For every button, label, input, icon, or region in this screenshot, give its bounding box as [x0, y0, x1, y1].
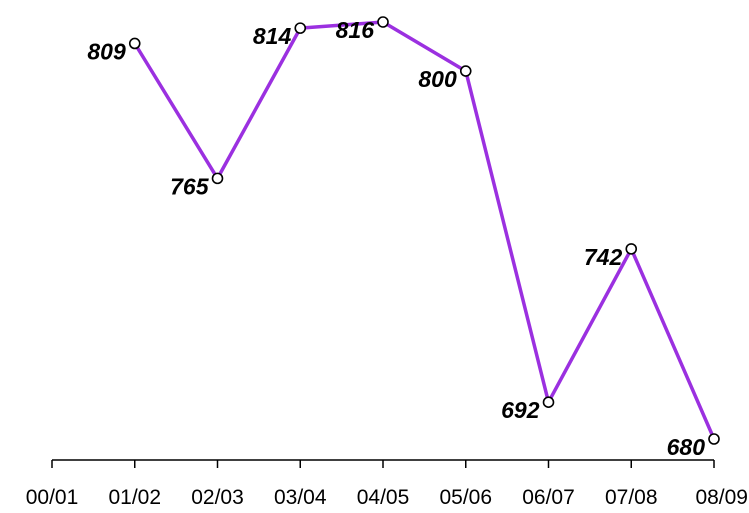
series-line: [133, 20, 716, 441]
data-point-marker: [459, 65, 472, 77]
x-axis-ticks: 00/01 01/02 02/03 03/04 04/05 05/06 06/07 07/08…: [26, 460, 748, 509]
data-point-marker: [211, 172, 224, 185]
x-tick-label: 06/07: [522, 486, 575, 509]
data-point-marker: [708, 433, 720, 445]
x-tick-label: 03/04: [274, 486, 327, 509]
data-label: 800: [418, 66, 457, 92]
data-label: 742: [584, 244, 623, 270]
data-point-marker: [542, 396, 555, 409]
x-tick-label: 04/05: [357, 486, 410, 509]
x-tick-label: 05/06: [439, 486, 492, 509]
data-label: 680: [667, 434, 706, 460]
data-label: 816: [336, 17, 375, 43]
series-markers: [128, 16, 720, 445]
x-tick-label: 00/01: [26, 486, 79, 509]
data-point-marker: [625, 243, 638, 255]
x-tick-label: 02/03: [191, 486, 244, 509]
data-label: 692: [501, 397, 540, 423]
data-labels: 809 765 814 816 800 692 742 680: [87, 17, 705, 460]
data-point-marker: [377, 16, 389, 28]
data-label: 809: [87, 38, 126, 64]
series-line-group: [133, 20, 716, 441]
data-point-marker: [128, 37, 141, 50]
x-tick-label: 08/09: [695, 486, 748, 509]
data-label: 765: [170, 173, 210, 199]
x-tick-label: 01/02: [108, 486, 161, 509]
x-tick-label: 07/08: [605, 486, 658, 509]
data-label: 814: [253, 23, 292, 49]
data-point-marker: [294, 22, 307, 34]
